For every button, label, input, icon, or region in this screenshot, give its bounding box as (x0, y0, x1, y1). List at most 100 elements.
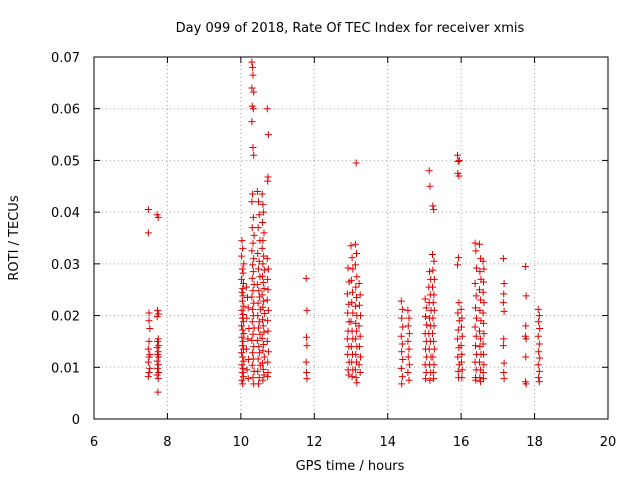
data-point (355, 322, 363, 330)
data-point (429, 299, 437, 307)
data-point (454, 353, 462, 361)
data-point (479, 340, 487, 348)
data-point (457, 342, 465, 350)
data-point (244, 335, 252, 343)
data-point (243, 314, 251, 322)
data-point (472, 247, 480, 255)
data-point (249, 261, 257, 269)
data-point (398, 340, 406, 348)
data-point (244, 375, 252, 383)
data-point (154, 364, 162, 372)
data-point (260, 297, 268, 305)
data-point (154, 375, 162, 383)
data-point (348, 254, 356, 262)
data-point (430, 275, 438, 283)
y-tick-label: 0.03 (51, 258, 80, 273)
data-point (355, 361, 363, 369)
data-point (347, 242, 355, 250)
data-point (349, 309, 357, 317)
data-point (535, 378, 543, 386)
data-point (248, 361, 256, 369)
data-point (144, 358, 152, 366)
data-point (522, 380, 530, 388)
data-point (254, 312, 262, 320)
data-point (422, 304, 430, 312)
data-point (264, 265, 272, 273)
data-point (399, 356, 407, 364)
data-point (458, 332, 466, 340)
data-point (239, 380, 247, 388)
data-point (535, 367, 543, 375)
data-point (303, 375, 311, 383)
y-tick-label: 0.05 (51, 154, 80, 169)
data-point (264, 177, 272, 185)
data-point (347, 276, 355, 284)
data-point (264, 286, 272, 294)
data-point (242, 345, 250, 353)
data-point (250, 88, 258, 96)
data-point (243, 366, 251, 374)
data-point (258, 244, 266, 252)
data-point (154, 388, 162, 396)
data-point (155, 353, 163, 361)
data-point (239, 326, 247, 334)
data-point (429, 283, 437, 291)
data-point (154, 337, 162, 345)
data-point (259, 359, 267, 367)
y-tick-label: 0.01 (51, 361, 80, 376)
data-point (255, 257, 263, 265)
data-point (238, 275, 246, 283)
y-tick-label: 0.04 (51, 206, 80, 221)
data-point (426, 376, 434, 384)
data-point (458, 358, 466, 366)
data-point (476, 374, 484, 382)
data-point (260, 328, 268, 336)
data-point (264, 373, 272, 381)
data-point (239, 364, 247, 372)
data-point (238, 333, 246, 341)
data-point (239, 353, 247, 361)
data-point (535, 312, 543, 320)
data-point (303, 306, 311, 314)
data-point (254, 324, 262, 332)
data-point (248, 84, 256, 92)
data-point (145, 353, 153, 361)
data-point (499, 255, 507, 263)
data-point (473, 314, 481, 322)
data-point (249, 287, 257, 295)
data-point (352, 159, 360, 167)
data-point (476, 268, 484, 276)
data-point (357, 353, 365, 361)
data-point (258, 291, 266, 299)
data-point (351, 302, 359, 310)
data-point (249, 63, 257, 71)
data-point (263, 255, 271, 263)
data-point (522, 335, 530, 343)
data-point (248, 224, 256, 232)
data-point (146, 325, 154, 332)
data-point (259, 260, 267, 268)
data-point (453, 151, 461, 159)
data-point (348, 299, 356, 307)
data-point (153, 344, 161, 352)
data-point (453, 335, 461, 343)
data-point (238, 252, 246, 260)
data-point (260, 252, 268, 260)
data-point (239, 318, 247, 326)
data-point (535, 318, 543, 326)
data-point (260, 371, 268, 379)
data-point (429, 368, 437, 376)
data-point (259, 365, 267, 373)
data-point (260, 310, 268, 318)
data-point (404, 322, 412, 330)
data-point (351, 261, 359, 269)
data-point (480, 319, 488, 327)
data-point (405, 376, 413, 384)
data-point (254, 250, 262, 258)
data-point (479, 309, 487, 317)
data-point (263, 296, 271, 304)
data-point (245, 356, 253, 364)
data-point (356, 368, 364, 376)
data-point (521, 262, 529, 270)
